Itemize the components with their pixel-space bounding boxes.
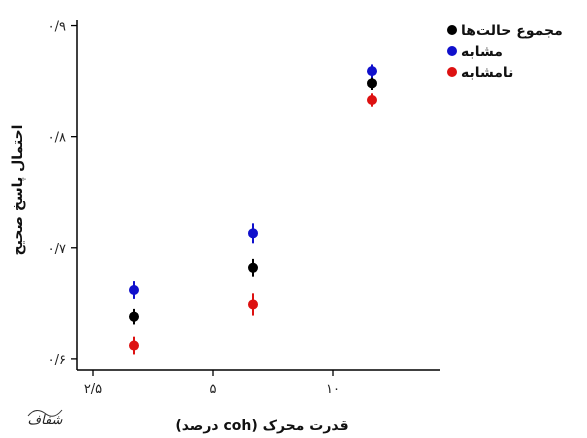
y-tick-label-1: ۰/۷ (48, 242, 66, 257)
data-point-1-2 (367, 66, 377, 77)
y-tick-label-0: ۰/۶ (48, 353, 66, 368)
logo-swash (27, 409, 63, 417)
data-point-2-1 (248, 299, 258, 310)
legend-label-2: نامشابه (461, 65, 513, 81)
data-point-0-0 (129, 311, 139, 322)
x-tick-label-2: ۱۰ (326, 382, 340, 397)
y-ticks: ۰/۶ ۰/۷ ۰/۸ ۰/۹ (48, 20, 77, 368)
y-tick-label-2: ۰/۸ (48, 131, 66, 146)
data-marks (129, 64, 377, 355)
series-0 (129, 76, 377, 325)
legend-dot-0 (447, 25, 457, 35)
legend-dot-1 (447, 46, 457, 56)
axes (76, 20, 440, 371)
legend: مجموع حالت‌ها مشابه نامشابه (447, 23, 563, 81)
series-1 (129, 64, 377, 299)
series-2 (129, 93, 377, 355)
legend-label-0: مجموع حالت‌ها (461, 23, 563, 39)
data-point-1-0 (129, 285, 139, 295)
data-point-0-1 (248, 262, 258, 273)
y-tick-label-3: ۰/۹ (48, 20, 66, 35)
x-tick-label-1: ۵ (210, 382, 217, 397)
x-ticks: ۲/۵ ۵ ۱۰ (84, 370, 340, 397)
y-axis-title: احتمال پاسخ صحیح (10, 125, 26, 256)
x-axis-title: قدرت محرک (coh درصد) (175, 418, 348, 434)
legend-dot-2 (447, 67, 457, 77)
data-point-2-0 (129, 340, 139, 351)
data-point-2-2 (367, 95, 377, 105)
data-point-1-1 (248, 228, 258, 239)
data-point-0-2 (367, 78, 377, 89)
legend-label-1: مشابه (461, 44, 503, 60)
x-tick-label-0: ۲/۵ (84, 382, 102, 397)
logo-watermark: شفاف (27, 409, 64, 428)
logo-text: شفاف (28, 413, 64, 428)
